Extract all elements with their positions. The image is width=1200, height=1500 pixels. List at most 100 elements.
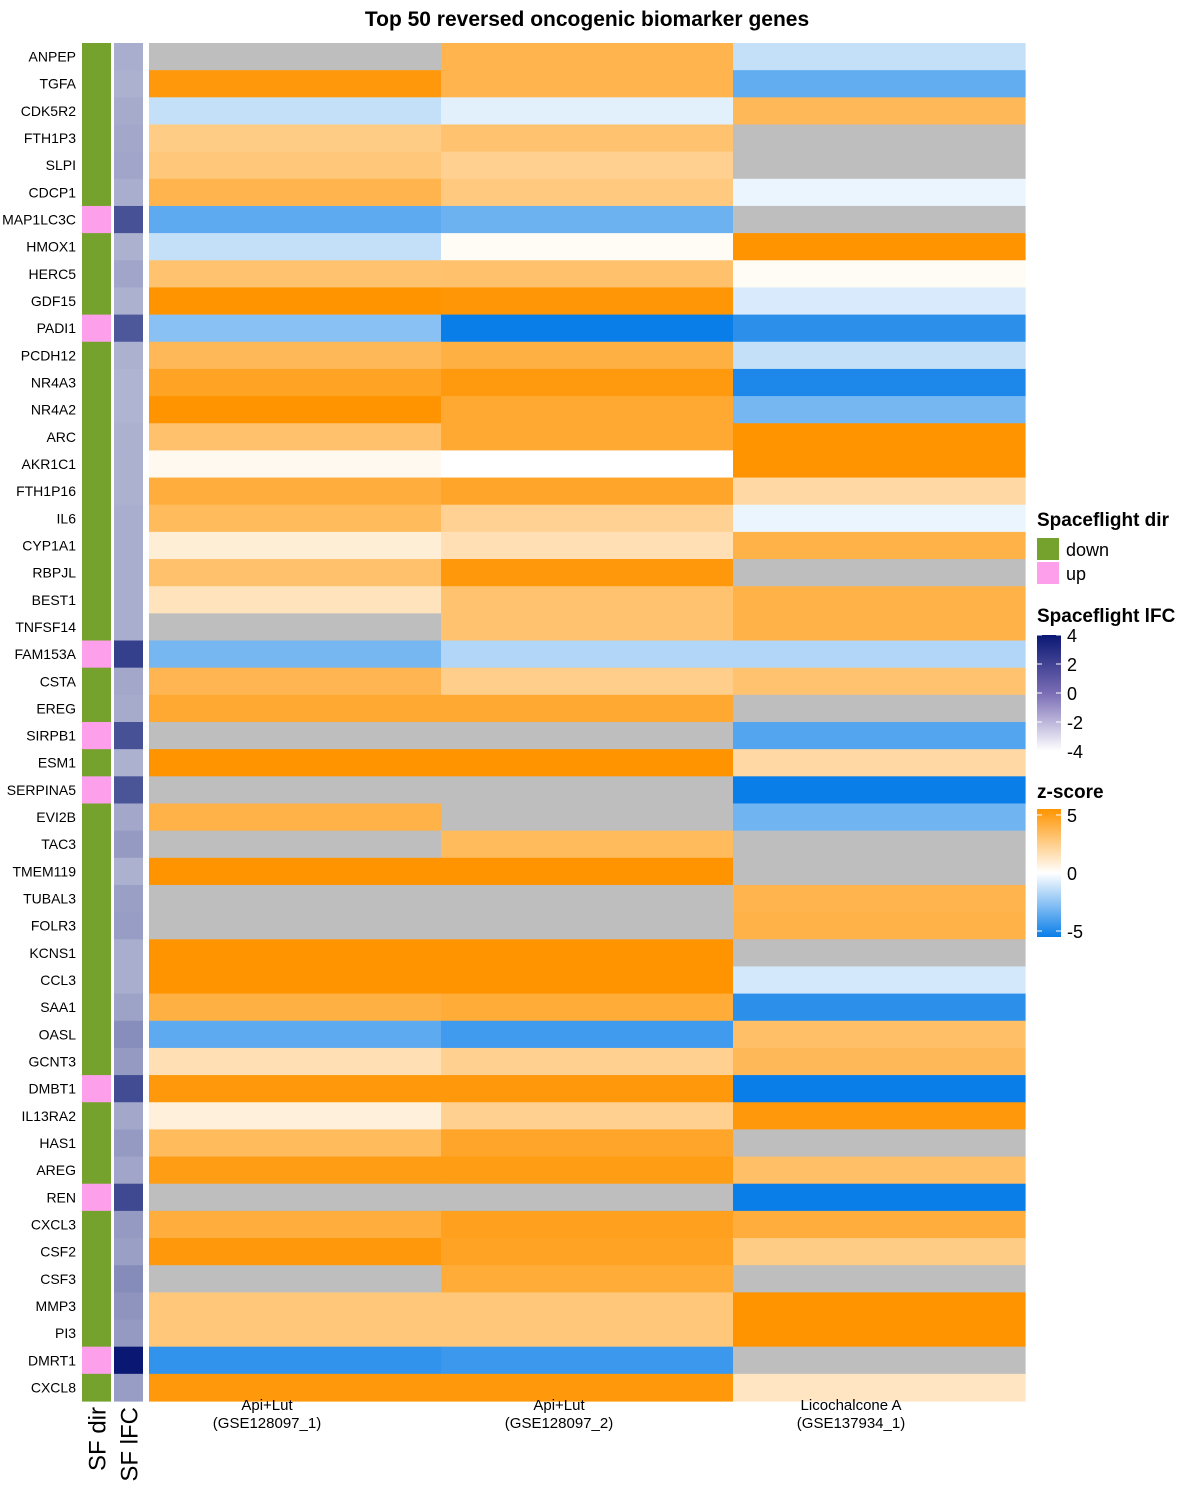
sf-dir-cell bbox=[82, 559, 111, 587]
gene-label: CCL3 bbox=[40, 972, 76, 988]
sf-dir-cell bbox=[82, 1129, 111, 1158]
column-label-line1: Api+Lut bbox=[241, 1397, 293, 1414]
sf-lfc-cell bbox=[114, 559, 143, 587]
heatmap-cell bbox=[149, 1292, 442, 1321]
heatmap-cell bbox=[149, 1210, 442, 1239]
heatmap-cell bbox=[149, 1102, 442, 1130]
heatmap-cell bbox=[733, 70, 1026, 98]
heatmap-cell bbox=[733, 1156, 1026, 1185]
heatmap-cell bbox=[149, 749, 442, 777]
heatmap-cell bbox=[149, 531, 442, 560]
sf-dir-cell bbox=[82, 1183, 111, 1212]
heatmap-cell bbox=[733, 640, 1026, 669]
sf-lfc-cell bbox=[114, 450, 143, 479]
heatmap-cell bbox=[149, 477, 442, 506]
sf-lfc-cell bbox=[114, 97, 143, 126]
heatmap-cell bbox=[149, 124, 442, 153]
heatmap-cell bbox=[733, 43, 1026, 71]
heatmap-cell bbox=[149, 396, 442, 424]
gene-label: OASL bbox=[39, 1026, 77, 1042]
gene-label: SAA1 bbox=[40, 999, 76, 1015]
sf-lfc-column bbox=[114, 43, 143, 1402]
sf-dir-cell bbox=[82, 178, 111, 207]
sf-lfc-cell bbox=[114, 124, 143, 153]
sf-dir-cell bbox=[82, 912, 111, 940]
annotation-label: SF dir bbox=[85, 1407, 112, 1471]
heatmap-cell bbox=[149, 694, 442, 723]
heatmap-cell bbox=[441, 939, 734, 968]
sf-lfc-cell bbox=[114, 287, 143, 316]
heatmap-cell bbox=[441, 776, 734, 805]
sf-lfc-cell bbox=[114, 178, 143, 207]
heatmap-cell bbox=[441, 667, 734, 696]
heatmap-cell bbox=[733, 477, 1026, 506]
gene-label: NR4A3 bbox=[31, 375, 76, 391]
heatmap-cell bbox=[441, 233, 734, 261]
heatmap-cell bbox=[733, 1129, 1026, 1158]
legend-z-title: z-score bbox=[1037, 782, 1104, 803]
heatmap-cell bbox=[149, 586, 442, 614]
sf-dir-column bbox=[82, 43, 111, 1402]
chart-title: Top 50 reversed oncogenic biomarker gene… bbox=[365, 8, 809, 31]
heatmap-cell bbox=[733, 884, 1026, 913]
heatmap-cell bbox=[733, 314, 1026, 343]
heatmap-cell bbox=[441, 124, 734, 153]
heatmap-cell bbox=[441, 1265, 734, 1293]
gene-label: MAP1LC3C bbox=[2, 212, 76, 228]
legend-z-tick-label: 0 bbox=[1067, 864, 1077, 884]
sf-lfc-cell bbox=[114, 314, 143, 343]
heatmap-cell bbox=[441, 993, 734, 1022]
sf-dir-cell bbox=[82, 504, 111, 533]
sf-dir-cell bbox=[82, 233, 111, 261]
heatmap-cell bbox=[441, 1238, 734, 1266]
sf-dir-cell bbox=[82, 124, 111, 153]
heatmap-cell bbox=[733, 341, 1026, 370]
gene-label: EVI2B bbox=[36, 809, 76, 825]
heatmap-cell bbox=[149, 151, 442, 180]
gene-label: GDF15 bbox=[31, 293, 76, 309]
legend-lfc-tick-label: 0 bbox=[1067, 684, 1077, 704]
sf-lfc-cell bbox=[114, 396, 143, 424]
heatmap-cell bbox=[149, 1020, 442, 1049]
gene-label: CDK5R2 bbox=[21, 103, 76, 119]
heatmap-cell bbox=[441, 423, 734, 451]
sf-lfc-cell bbox=[114, 912, 143, 940]
heatmap-cell bbox=[149, 368, 442, 397]
sf-lfc-cell bbox=[114, 1129, 143, 1158]
sf-dir-cell bbox=[82, 287, 111, 316]
sf-lfc-cell bbox=[114, 776, 143, 805]
sf-dir-cell bbox=[82, 749, 111, 777]
sf-lfc-cell bbox=[114, 939, 143, 968]
heatmap-cell bbox=[441, 396, 734, 424]
sf-lfc-cell bbox=[114, 341, 143, 370]
gene-label: TGFA bbox=[39, 76, 76, 92]
gene-label: CYP1A1 bbox=[22, 537, 76, 553]
heatmap-cell bbox=[149, 1238, 442, 1266]
heatmap-cell bbox=[441, 749, 734, 777]
sf-dir-cell bbox=[82, 1238, 111, 1266]
heatmap-cell bbox=[149, 504, 442, 533]
sf-dir-cell bbox=[82, 722, 111, 750]
sf-dir-cell bbox=[82, 667, 111, 696]
heatmap-cell bbox=[149, 287, 442, 316]
sf-lfc-cell bbox=[114, 531, 143, 560]
heatmap-cell bbox=[733, 151, 1026, 180]
heatmap-cell bbox=[733, 912, 1026, 940]
heatmap-cell bbox=[441, 70, 734, 98]
sf-dir-cell bbox=[82, 586, 111, 614]
heatmap-cell bbox=[441, 178, 734, 207]
sf-lfc-cell bbox=[114, 694, 143, 723]
gene-label: ARC bbox=[46, 429, 76, 445]
heatmap-cell bbox=[733, 233, 1026, 261]
heatmap-cell bbox=[149, 341, 442, 370]
gene-label: EREG bbox=[36, 700, 76, 716]
heatmap-cell bbox=[441, 97, 734, 126]
sf-dir-cell bbox=[82, 1102, 111, 1130]
heatmap-cell bbox=[733, 1047, 1026, 1076]
heatmap-cell bbox=[733, 586, 1026, 614]
heatmap-cell bbox=[149, 884, 442, 913]
heatmap-cell bbox=[733, 667, 1026, 696]
heatmap-cell bbox=[441, 694, 734, 723]
legend-lfc-tick-label: -4 bbox=[1067, 742, 1083, 762]
